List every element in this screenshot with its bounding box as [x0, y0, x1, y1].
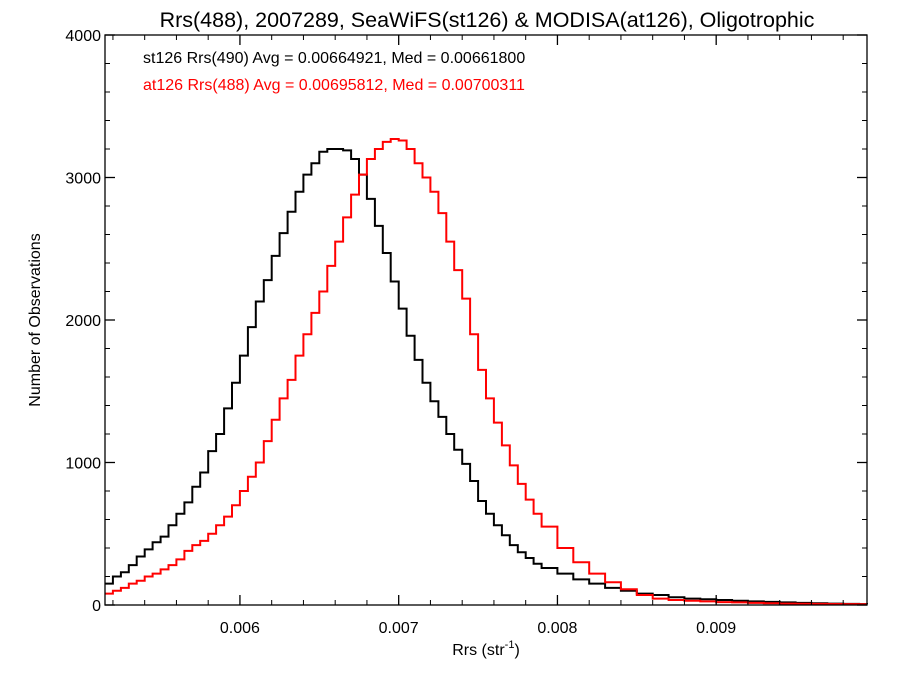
x-tick-label: 0.006 [220, 620, 260, 637]
series-layer [105, 138, 868, 606]
y-axis: 0 1000 2000 3000 4000 [65, 28, 867, 615]
legend-entry-2: at126 Rrs(488) Avg = 0.00695812, Med = 0… [143, 77, 525, 94]
legend: st126 Rrs(490) Avg = 0.00664921, Med = 0… [143, 50, 525, 94]
x-axis-label-superscript: -1 [505, 639, 515, 651]
y-tick-label: 2000 [65, 313, 101, 330]
y-axis-label: Number of Observations [27, 233, 44, 406]
chart-title: Rrs(488), 2007289, SeaWiFS(st126) & MODI… [160, 8, 815, 32]
x-tick-label: 0.008 [537, 620, 577, 637]
x-axis-label: Rrs (str-1) [452, 639, 520, 659]
x-axis-label-text: Rrs (str [452, 642, 505, 659]
y-tick-label: 4000 [65, 28, 101, 45]
series-line-2 [105, 138, 867, 606]
series-line-1 [105, 148, 868, 606]
x-tick-label: 0.007 [379, 620, 419, 637]
x-tick-label: 0.009 [696, 620, 736, 637]
y-tick-label: 3000 [65, 171, 101, 188]
legend-entry-1: st126 Rrs(490) Avg = 0.00664921, Med = 0… [143, 50, 525, 67]
x-axis: 0.006 0.007 0.008 0.009 [112, 35, 844, 637]
plot-frame [104, 34, 868, 606]
y-tick-label: 1000 [65, 456, 101, 473]
x-axis-label-close: ) [514, 642, 519, 659]
y-tick-label: 0 [92, 598, 101, 615]
